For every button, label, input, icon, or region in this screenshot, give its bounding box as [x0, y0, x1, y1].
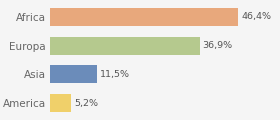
- Bar: [50, 37, 200, 54]
- Text: 11,5%: 11,5%: [100, 70, 130, 79]
- Bar: [50, 94, 71, 112]
- Bar: [50, 8, 238, 26]
- Bar: [50, 66, 97, 83]
- Text: 5,2%: 5,2%: [74, 99, 98, 108]
- Text: 46,4%: 46,4%: [241, 12, 271, 21]
- Text: 36,9%: 36,9%: [203, 41, 233, 50]
